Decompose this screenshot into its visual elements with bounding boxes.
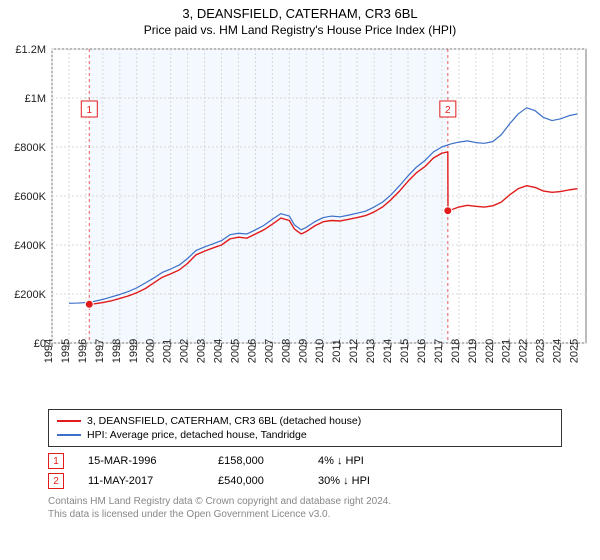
svg-text:2001: 2001 (162, 339, 174, 363)
svg-text:2012: 2012 (348, 339, 360, 363)
attribution-line: This data is licensed under the Open Gov… (48, 508, 562, 521)
attribution: Contains HM Land Registry data © Crown c… (48, 495, 562, 521)
svg-text:£200K: £200K (14, 289, 46, 301)
svg-text:2010: 2010 (314, 339, 326, 363)
svg-text:2006: 2006 (246, 339, 258, 363)
svg-text:2013: 2013 (365, 339, 377, 363)
sale-marker-num: 2 (53, 476, 59, 487)
sale-marker-num: 1 (53, 456, 59, 467)
legend-box: 3, DEANSFIELD, CATERHAM, CR3 6BL (detach… (48, 409, 562, 447)
svg-text:2024: 2024 (552, 339, 564, 363)
svg-text:1: 1 (87, 105, 93, 116)
svg-text:2022: 2022 (518, 339, 530, 363)
svg-text:1997: 1997 (94, 339, 106, 363)
svg-text:1994: 1994 (43, 339, 55, 363)
svg-text:2014: 2014 (382, 339, 394, 363)
chart-title: 3, DEANSFIELD, CATERHAM, CR3 6BL (0, 0, 600, 21)
sale-marker-box: 2 (48, 473, 64, 489)
svg-text:1999: 1999 (128, 339, 140, 363)
svg-text:£1.2M: £1.2M (15, 44, 46, 56)
chart-plot-area: £0£200K£400K£600K£800K£1M£1.2M1994199519… (0, 41, 600, 401)
attribution-line: Contains HM Land Registry data © Crown c… (48, 495, 562, 508)
legend-row: HPI: Average price, detached house, Tand… (57, 428, 553, 442)
svg-text:2007: 2007 (263, 339, 275, 363)
svg-text:2009: 2009 (297, 339, 309, 363)
sale-price: £158,000 (218, 455, 318, 467)
sale-pct: 4% ↓ HPI (318, 455, 418, 467)
legend-label: HPI: Average price, detached house, Tand… (87, 429, 307, 441)
chart-container: 3, DEANSFIELD, CATERHAM, CR3 6BL Price p… (0, 0, 600, 560)
svg-text:2011: 2011 (331, 339, 343, 363)
sale-date: 15-MAR-1996 (88, 455, 218, 467)
svg-text:2003: 2003 (196, 339, 208, 363)
legend-row: 3, DEANSFIELD, CATERHAM, CR3 6BL (detach… (57, 414, 553, 428)
sale-date: 11-MAY-2017 (88, 475, 218, 487)
legend-swatch (57, 420, 81, 422)
svg-text:£1M: £1M (25, 93, 46, 105)
sales-row: 2 11-MAY-2017 £540,000 30% ↓ HPI (48, 471, 562, 491)
svg-text:2023: 2023 (535, 339, 547, 363)
svg-text:2005: 2005 (229, 339, 241, 363)
svg-text:£800K: £800K (14, 142, 46, 154)
svg-text:2020: 2020 (484, 339, 496, 363)
svg-text:2: 2 (445, 105, 451, 116)
svg-text:£400K: £400K (14, 240, 46, 252)
sales-table: 1 15-MAR-1996 £158,000 4% ↓ HPI 2 11-MAY… (48, 451, 562, 491)
chart-subtitle: Price paid vs. HM Land Registry's House … (0, 21, 600, 41)
svg-text:2017: 2017 (433, 339, 445, 363)
legend-label: 3, DEANSFIELD, CATERHAM, CR3 6BL (detach… (87, 415, 361, 427)
sales-row: 1 15-MAR-1996 £158,000 4% ↓ HPI (48, 451, 562, 471)
svg-text:2018: 2018 (450, 339, 462, 363)
svg-text:2002: 2002 (179, 339, 191, 363)
sale-marker-box: 1 (48, 453, 64, 469)
svg-text:2025: 2025 (569, 339, 581, 363)
svg-text:1995: 1995 (60, 339, 72, 363)
chart-svg: £0£200K£400K£600K£800K£1M£1.2M1994199519… (0, 41, 600, 401)
svg-text:1996: 1996 (77, 339, 89, 363)
svg-text:2019: 2019 (467, 339, 479, 363)
sale-pct: 30% ↓ HPI (318, 475, 418, 487)
svg-text:£600K: £600K (14, 191, 46, 203)
svg-text:1998: 1998 (111, 339, 123, 363)
svg-text:2000: 2000 (145, 339, 157, 363)
legend-swatch (57, 434, 81, 436)
svg-text:2021: 2021 (501, 339, 513, 363)
svg-text:2004: 2004 (213, 339, 225, 363)
svg-text:2015: 2015 (399, 339, 411, 363)
svg-text:2008: 2008 (280, 339, 292, 363)
svg-text:2016: 2016 (416, 339, 428, 363)
sale-price: £540,000 (218, 475, 318, 487)
